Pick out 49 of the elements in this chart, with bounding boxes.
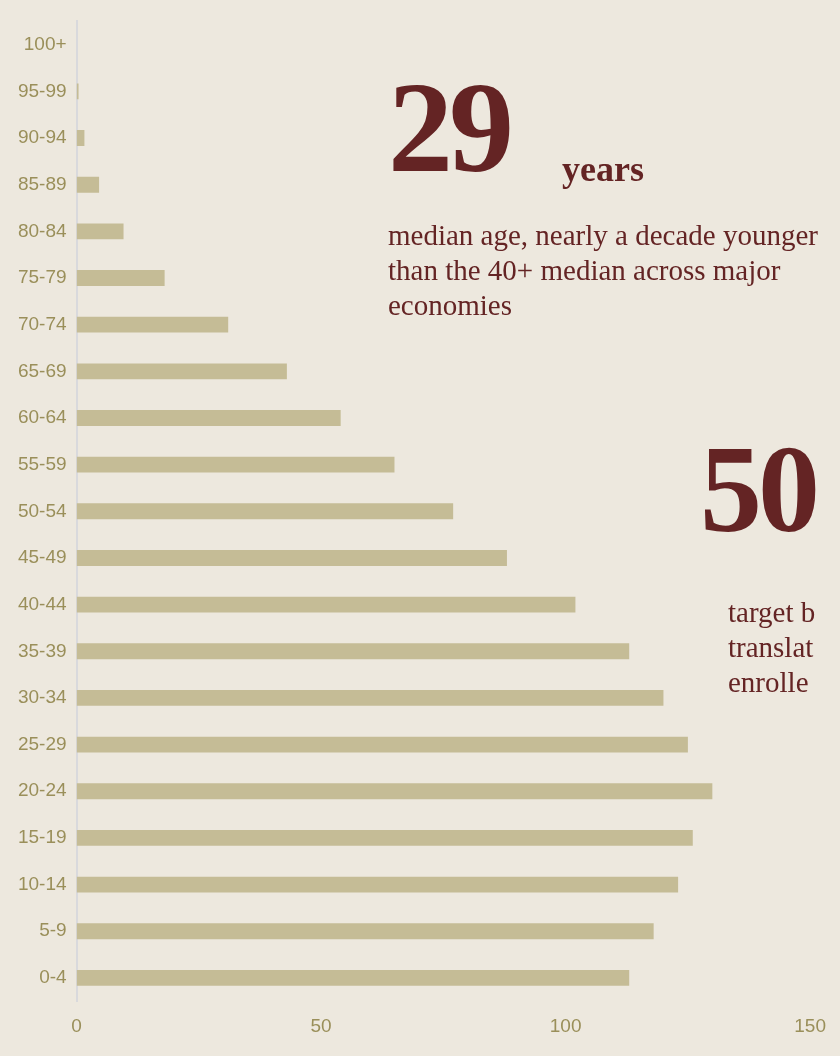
bar <box>76 176 100 193</box>
bar <box>76 969 630 986</box>
annotation: 50 <box>700 421 816 558</box>
bar <box>76 223 124 240</box>
y-tick-label: 60-64 <box>17 406 68 428</box>
bar <box>76 783 713 800</box>
y-tick-label: 5-9 <box>39 919 67 941</box>
bar <box>76 130 85 146</box>
y-tick-label: 85-89 <box>17 172 67 194</box>
bar <box>76 876 679 893</box>
bar <box>76 736 688 753</box>
y-tick-label: 20-24 <box>17 779 68 801</box>
bar <box>76 316 229 333</box>
x-tick-label: 50 <box>310 1014 332 1036</box>
bar <box>76 410 341 426</box>
y-tick-label: 75-79 <box>17 266 67 288</box>
x-tick-label: 100 <box>549 1014 582 1036</box>
y-tick-label: 25-29 <box>17 732 67 754</box>
bar <box>76 550 507 566</box>
annotation: median age, nearly a decade younger than the 40+ median across major economies <box>388 218 819 323</box>
y-tick-label: 10-14 <box>17 872 68 894</box>
y-tick-label: 100+ <box>23 32 67 54</box>
y-tick-label: 45-49 <box>17 546 67 568</box>
y-tick-label: 15-19 <box>17 826 67 848</box>
y-tick-label: 50-54 <box>17 499 68 521</box>
y-tick-label: 95-99 <box>17 79 67 101</box>
x-tick-label: 0 <box>71 1014 82 1036</box>
bar <box>76 829 693 846</box>
y-tick-label: 70-74 <box>17 312 68 334</box>
y-tick-label: 65-69 <box>17 359 67 381</box>
annotation: target b translat enrolle <box>728 595 817 700</box>
y-tick-label: 30-34 <box>17 686 68 708</box>
bar <box>76 503 454 520</box>
x-tick-label: 150 <box>794 1014 826 1036</box>
bar <box>76 363 287 380</box>
y-tick-label: 0-4 <box>39 966 68 988</box>
bar <box>76 456 395 473</box>
bar <box>76 643 630 660</box>
bar <box>76 270 165 286</box>
y-tick-label: 55-59 <box>17 452 67 474</box>
y-tick-label: 40-44 <box>17 592 68 614</box>
annotation: 29 <box>388 55 510 199</box>
bar <box>76 596 576 613</box>
bar <box>76 923 654 940</box>
y-tick-label: 90-94 <box>17 126 68 148</box>
y-tick-label: 35-39 <box>17 639 67 661</box>
bar <box>76 690 664 706</box>
y-tick-label: 80-84 <box>17 219 68 241</box>
annotation: years <box>562 148 644 190</box>
